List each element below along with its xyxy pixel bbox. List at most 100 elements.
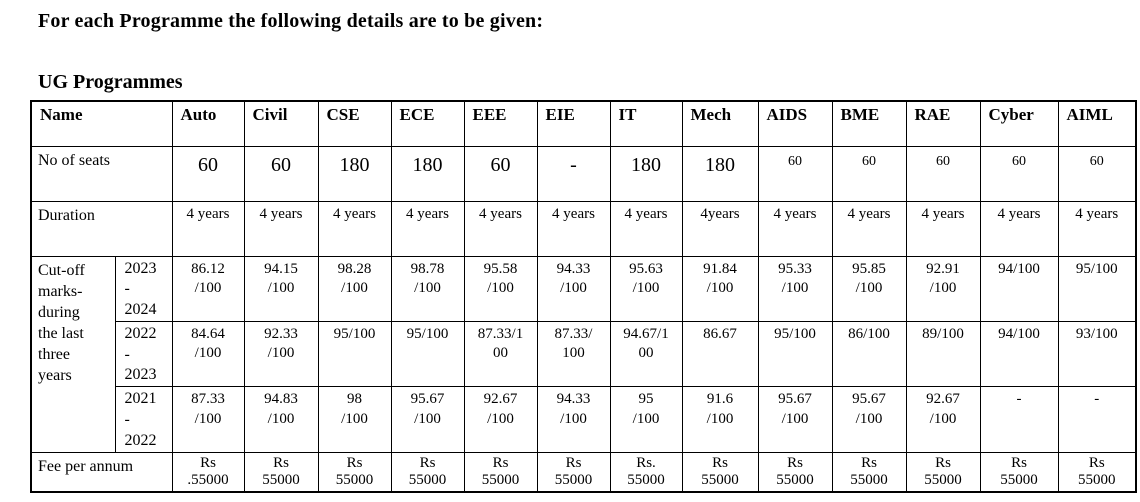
cutoff-year-2022: 2022 - 2023 (114, 320, 173, 388)
cutoff-2022-cell-cyber: 94/100 (979, 320, 1059, 388)
program-header-civil: Civil (243, 100, 319, 147)
cutoff-2023-cell-bme: 95.85 /100 (831, 255, 907, 322)
fee-cell-auto: Rs .55000 (171, 451, 245, 493)
duration-cell-aiml: 4 years (1057, 200, 1137, 257)
duration-cell-it: 4 years (609, 200, 683, 257)
fee-cell-bme: Rs 55000 (831, 451, 907, 493)
ug-programmes-heading: UG Programmes (38, 71, 183, 93)
cutoff-2023-cell-it: 95.63 /100 (609, 255, 683, 322)
seats-cell-eee: 60 (463, 145, 538, 202)
seats-cell-civil: 60 (243, 145, 319, 202)
program-header-aiml: AIML (1057, 100, 1137, 147)
cutoff-2021-cell-bme: 95.67 /100 (831, 386, 907, 453)
duration-cell-auto: 4 years (171, 200, 245, 257)
cutoff-2023-cell-eie: 94.33 /100 (536, 255, 611, 322)
cutoff-2023-cell-aiml: 95/100 (1057, 255, 1137, 322)
name-header-cell: Name (30, 100, 173, 147)
cutoff-2023-cell-aids: 95.33 /100 (757, 255, 833, 322)
program-header-rae: RAE (905, 100, 981, 147)
fee-cell-ece: Rs 55000 (390, 451, 465, 493)
fee-cell-it: Rs. 55000 (609, 451, 683, 493)
duration-cell-civil: 4 years (243, 200, 319, 257)
cutoff-2022-cell-auto: 84.64 /100 (171, 320, 245, 388)
fee-cell-cse: Rs 55000 (317, 451, 392, 493)
cutoff-2021-cell-aiml: - (1057, 386, 1137, 453)
fee-row: Fee per annum Rs .55000 Rs 55000 Rs 55000 Rs… (30, 451, 1137, 493)
cutoff-2021-cell-it: 95 /100 (609, 386, 683, 453)
duration-cell-bme: 4 years (831, 200, 907, 257)
seats-cell-eie: - (536, 145, 611, 202)
cutoff-2021-cell-rae: 92.67 /100 (905, 386, 981, 453)
fee-row-label: Fee per annum (30, 451, 173, 493)
cutoff-2021-cell-auto: 87.33 /100 (171, 386, 245, 453)
cutoff-2021-cell-aids: 95.67 /100 (757, 386, 833, 453)
fee-cell-aiml: Rs 55000 (1057, 451, 1137, 493)
cutoff-2023-cell-mech: 91.84 /100 (681, 255, 759, 322)
duration-cell-aids: 4 years (757, 200, 833, 257)
cutoff-2022-cell-bme: 86/100 (831, 320, 907, 388)
fee-cell-aids: Rs 55000 (757, 451, 833, 493)
cutoff-2023-cell-auto: 86.12 /100 (171, 255, 245, 322)
program-header-ece: ECE (390, 100, 465, 147)
fee-cell-eie: Rs 55000 (536, 451, 611, 493)
cutoff-2022-cell-aids: 95/100 (757, 320, 833, 388)
duration-cell-cse: 4 years (317, 200, 392, 257)
seats-row: No of seats 60 60 180 180 60-180 180 60 60 60 60 60 (30, 145, 1137, 202)
seats-cell-rae: 60 (905, 145, 981, 202)
cutoff-2022-cell-it: 94.67/1 00 (609, 320, 683, 388)
cutoff-2021-cell-ece: 95.67 /100 (390, 386, 465, 453)
cutoff-2022-cell-cse: 95/100 (317, 320, 392, 388)
program-header-cse: CSE (317, 100, 392, 147)
fee-cell-rae: Rs 55000 (905, 451, 981, 493)
cutoff-2022-cell-mech: 86.67 (681, 320, 759, 388)
seats-cell-auto: 60 (171, 145, 245, 202)
program-header-auto: Auto (171, 100, 245, 147)
program-header-eee: EEE (463, 100, 538, 147)
cutoff-2023-cell-eee: 95.58 /100 (463, 255, 538, 322)
seats-cell-ece: 180 (390, 145, 465, 202)
cutoff-2021-cell-cyber: - (979, 386, 1059, 453)
cutoff-2022-cell-aiml: 93/100 (1057, 320, 1137, 388)
seats-cell-mech: 180 (681, 145, 759, 202)
duration-cell-eie: 4 years (536, 200, 611, 257)
cutoff-2022-cell-civil: 92.33 /100 (243, 320, 319, 388)
cutoff-2021-cell-civil: 94.83 /100 (243, 386, 319, 453)
cutoff-2021-cell-cse: 98 /100 (317, 386, 392, 453)
cutoff-2023-cell-rae: 92.91 /100 (905, 255, 981, 322)
duration-row-label: Duration (30, 200, 173, 257)
cutoff-2023-cell-cse: 98.28 /100 (317, 255, 392, 322)
cutoff-2022-cell-rae: 89/100 (905, 320, 981, 388)
fee-cell-cyber: Rs 55000 (979, 451, 1059, 493)
cutoff-row-2022: 2022 - 2023 84.64 /100 92.33 /100 95/100 95/… (31, 320, 1137, 388)
cutoff-2022-cell-eie: 87.33/ 100 (536, 320, 611, 388)
program-header-eie: EIE (536, 100, 611, 147)
cutoff-year-2023: 2023 - 2024 (114, 255, 173, 322)
cutoff-2021-cell-mech: 91.6 /100 (681, 386, 759, 453)
seats-cell-aids: 60 (757, 145, 833, 202)
seats-cell-cyber: 60 (979, 145, 1059, 202)
cutoff-row-2023: Cut-off marks- during the last three yea… (30, 255, 1137, 453)
cutoff-2022-cell-eee: 87.33/1 00 (463, 320, 538, 388)
seats-cell-cse: 180 (317, 145, 392, 202)
cutoff-year-2021: 2021 - 2022 (114, 386, 173, 453)
fee-cell-civil: Rs 55000 (243, 451, 319, 493)
duration-row: Duration 4 years 4 years 4 years 4 years 4 ye… (30, 200, 1137, 257)
seats-cell-aiml: 60 (1057, 145, 1137, 202)
program-header-aids: AIDS (757, 100, 833, 147)
duration-cell-rae: 4 years (905, 200, 981, 257)
fee-cell-mech: Rs 55000 (681, 451, 759, 493)
program-header-cyber: Cyber (979, 100, 1059, 147)
table-header-row: Name Auto Civil CSE ECE EEE EIE IT Mech AIDS BME RA… (30, 100, 1137, 147)
duration-cell-mech: 4years (681, 200, 759, 257)
cutoff-section-label: Cut-off marks- during the last three yea… (30, 255, 116, 453)
duration-cell-cyber: 4 years (979, 200, 1059, 257)
cutoff-2022-cell-ece: 95/100 (390, 320, 465, 388)
seats-cell-it: 180 (609, 145, 683, 202)
duration-cell-eee: 4 years (463, 200, 538, 257)
cutoff-2021-cell-eie: 94.33 /100 (536, 386, 611, 453)
fee-cell-eee: Rs 55000 (463, 451, 538, 493)
duration-cell-ece: 4 years (390, 200, 465, 257)
cutoff-2021-cell-eee: 92.67 /100 (463, 386, 538, 453)
program-header-bme: BME (831, 100, 907, 147)
